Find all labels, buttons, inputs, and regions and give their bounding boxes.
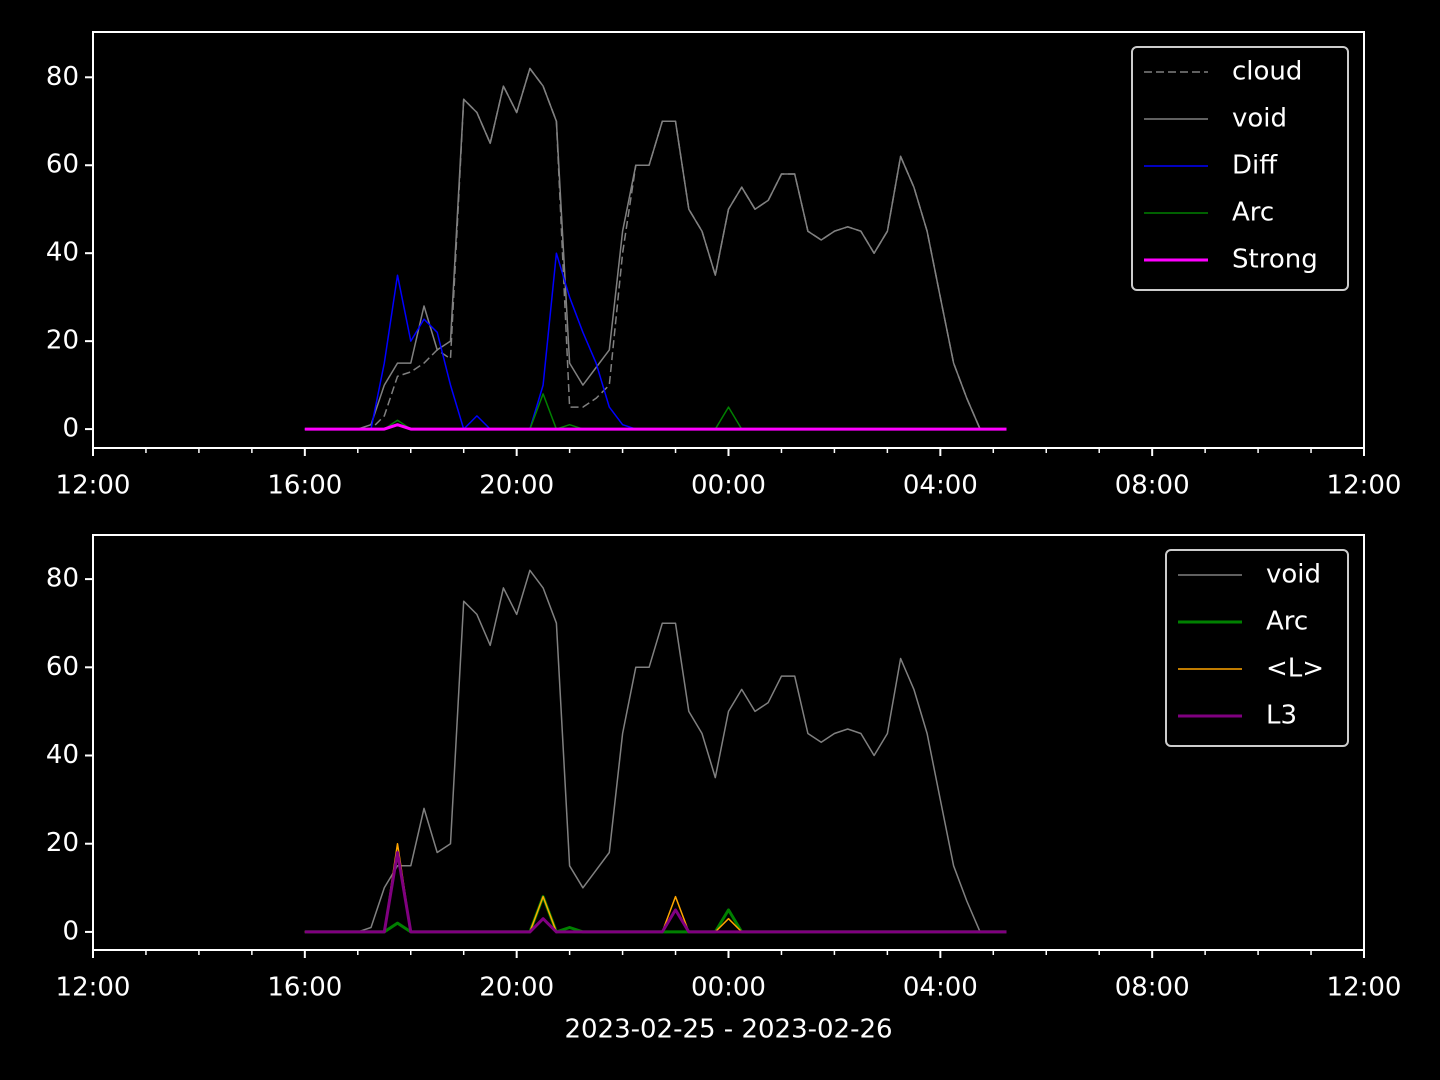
- y-tick-label: 40: [46, 740, 79, 770]
- x-axis-label: 2023-02-25 - 2023-02-26: [564, 1015, 892, 1045]
- series-line: [304, 569, 1007, 933]
- y-tick-label: 20: [46, 326, 79, 356]
- x-tick-label: 04:00: [903, 973, 978, 1003]
- x-tick-label: 00:00: [691, 973, 766, 1003]
- y-tick-label: 80: [46, 564, 79, 594]
- x-tick-label: 04:00: [903, 471, 978, 501]
- x-tick-label: 08:00: [1115, 973, 1190, 1003]
- legend-label: cloud: [1232, 57, 1302, 87]
- x-tick-label: 08:00: [1115, 471, 1190, 501]
- x-tick-label: 12:00: [1327, 471, 1402, 501]
- x-tick-label: 00:00: [691, 471, 766, 501]
- legend-label: Arc: [1266, 607, 1308, 637]
- x-tick-label: 16:00: [267, 973, 342, 1003]
- series-line: [304, 393, 1007, 430]
- legend-label: void: [1266, 560, 1321, 590]
- legend-box: [1165, 549, 1349, 747]
- series-line: [304, 851, 1007, 934]
- y-tick-label: 0: [62, 414, 79, 444]
- x-tick-label: 20:00: [479, 973, 554, 1003]
- y-tick-label: 0: [62, 916, 79, 946]
- series-line: [304, 67, 1007, 430]
- legend-label: void: [1232, 104, 1287, 134]
- legend-label: Strong: [1232, 245, 1318, 275]
- legend-label: Arc: [1232, 198, 1274, 228]
- y-tick-label: 40: [46, 238, 79, 268]
- series-line: [304, 67, 1007, 430]
- legend-box: [1131, 46, 1349, 291]
- series-line: [304, 423, 1007, 431]
- legend-label: Diff: [1232, 151, 1278, 181]
- x-tick-label: 16:00: [267, 471, 342, 501]
- y-tick-label: 60: [46, 150, 79, 180]
- legend-label: <L>: [1266, 654, 1324, 684]
- x-tick-label: 12:00: [56, 973, 131, 1003]
- x-tick-label: 12:00: [56, 471, 131, 501]
- y-tick-label: 60: [46, 652, 79, 682]
- x-tick-label: 12:00: [1327, 973, 1402, 1003]
- series-line: [304, 252, 1007, 430]
- y-tick-label: 20: [46, 828, 79, 858]
- x-tick-label: 20:00: [479, 471, 554, 501]
- legend-label: L3: [1266, 701, 1297, 731]
- y-tick-label: 80: [46, 62, 79, 92]
